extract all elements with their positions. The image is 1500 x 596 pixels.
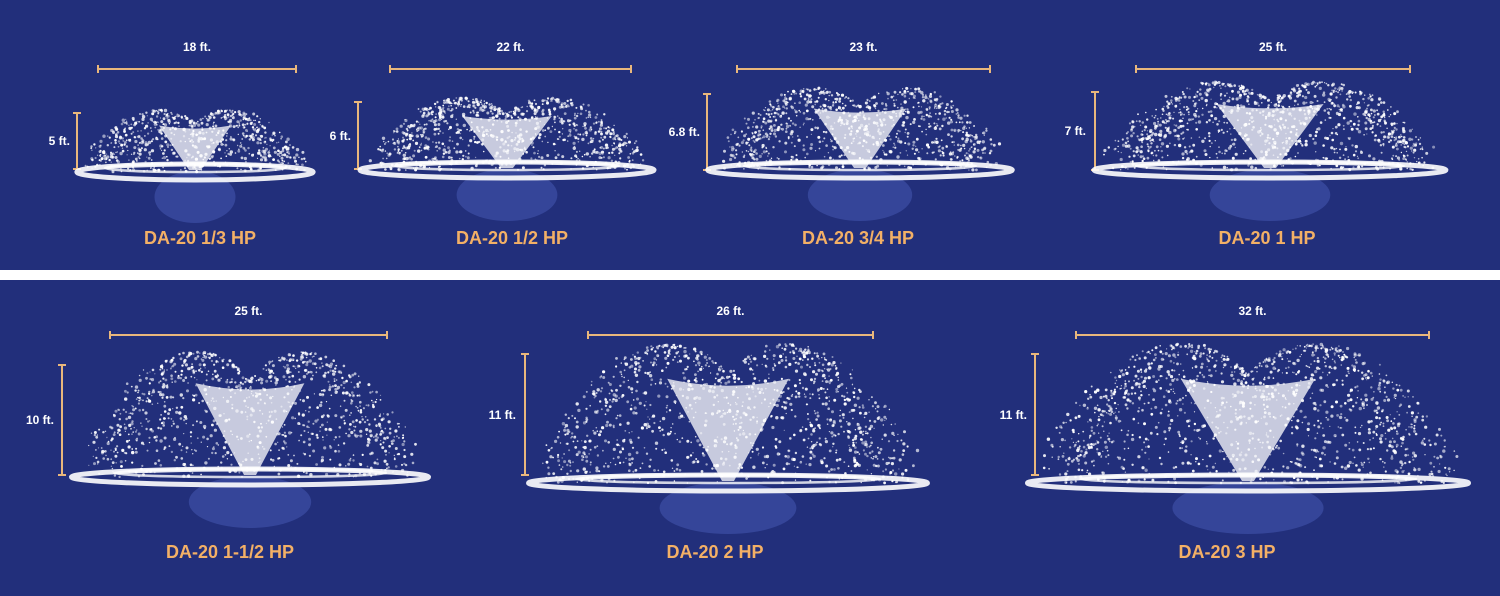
- spray-width-label: 25 ft.: [1258, 40, 1288, 54]
- splash-ring-inner: [742, 160, 978, 172]
- spray-width-label: 22 ft.: [496, 40, 525, 54]
- water-reflection: [456, 169, 558, 221]
- model-name: DA-20 1-1/2 HP: [165, 542, 295, 562]
- fountain-spray-illustration: [354, 65, 657, 221]
- splash-ring-inner: [1134, 160, 1406, 172]
- water-reflection: [188, 476, 312, 528]
- model-name: DA-20 1/3 HP: [143, 228, 257, 248]
- model-name: DA-20 3 HP: [1178, 542, 1276, 562]
- center-jet: [1216, 104, 1324, 168]
- center-jet: [667, 378, 789, 481]
- water-reflection: [154, 171, 236, 223]
- model-name: DA-20 1 HP: [1218, 228, 1316, 248]
- fountain-spray-illustration: [73, 65, 316, 223]
- fountain-spray-illustration: [703, 65, 1015, 221]
- spray-height-label: 10 ft.: [25, 413, 54, 427]
- splash-ring-inner: [574, 473, 882, 485]
- fountain-row-top: 18 ft. 5 ft. DA-20 1/3 HP 22 ft. 6 ft. D…: [0, 0, 1500, 270]
- spray-width-label: 32 ft.: [1238, 304, 1267, 318]
- center-jet: [195, 383, 305, 475]
- fountain-spray-illustration: [1091, 65, 1449, 221]
- spray-width-label: 26 ft.: [716, 304, 745, 318]
- fountain-spray-illustration: [58, 331, 431, 528]
- splash-ring-inner: [1078, 473, 1418, 485]
- spray-height-label: 6 ft.: [329, 128, 351, 143]
- spray-width-label: 23 ft.: [849, 40, 878, 54]
- water-reflection: [1172, 482, 1324, 534]
- model-name: DA-20 3/4 HP: [801, 228, 915, 248]
- fountain-spray-illustration: [1025, 331, 1471, 534]
- center-jet: [462, 116, 552, 168]
- spray-width-label: 18 ft.: [182, 40, 212, 54]
- spray-height-label: 6.8 ft.: [668, 125, 700, 139]
- fountain-row-bottom: 25 ft. 10 ft. DA-20 1-1/2 HP 26 ft. 11 f…: [0, 280, 1500, 596]
- model-name: DA-20 2 HP: [666, 542, 764, 562]
- spray-height-label: 7 ft.: [1064, 124, 1086, 138]
- splash-ring-inner: [112, 467, 388, 479]
- water-reflection: [807, 169, 913, 221]
- splash-ring-inner: [103, 162, 287, 174]
- spray-width-label: 25 ft.: [234, 304, 263, 318]
- splash-ring-inner: [393, 160, 621, 172]
- spray-height-label: 11 ft.: [488, 407, 516, 422]
- fountain-spray-illustration: [521, 331, 930, 534]
- spray-height-label: 5 ft.: [48, 134, 70, 148]
- spray-height-label: 11 ft.: [999, 407, 1027, 422]
- model-name: DA-20 1/2 HP: [455, 228, 569, 248]
- center-jet: [159, 125, 231, 170]
- water-reflection: [659, 482, 797, 534]
- center-jet: [1180, 378, 1316, 481]
- center-jet: [813, 108, 907, 168]
- water-reflection: [1209, 169, 1331, 221]
